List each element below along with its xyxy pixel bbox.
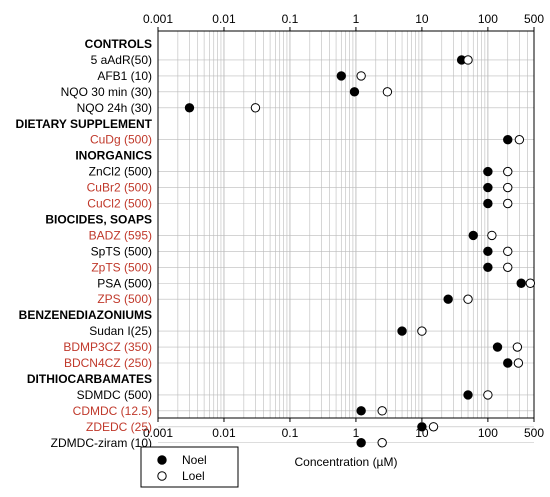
legend-noel-label: Noel — [182, 453, 207, 467]
loel-point — [417, 326, 427, 336]
row-label: ZpTS (500) — [91, 260, 152, 274]
row-label: CuDg (500) — [90, 133, 152, 147]
plot-frame — [157, 30, 535, 419]
row-label: BDCN4CZ (250) — [64, 356, 152, 370]
row-label: SDMDC (500) — [77, 388, 152, 402]
noel-point — [492, 342, 503, 352]
row-label: BADZ (595) — [89, 228, 152, 242]
legend-loel-marker — [157, 471, 167, 481]
noel-point — [349, 87, 360, 97]
legend-loel-label: Loel — [182, 469, 205, 483]
top-tick-label: 0.01 — [212, 12, 236, 26]
data-points — [184, 55, 536, 448]
loel-point — [503, 182, 513, 193]
noel-point — [356, 406, 366, 416]
noel-point — [483, 246, 493, 257]
legend: Noel Loel — [140, 446, 239, 488]
bottom-tick-label: 0.01 — [212, 426, 236, 440]
bottom-tick-label: 1 — [353, 426, 360, 440]
loel-point — [356, 71, 366, 81]
bottom-tick-label: 0.1 — [282, 426, 299, 440]
loel-point — [512, 342, 523, 352]
noel-point — [503, 358, 513, 368]
row-label: NQO 24h (30) — [77, 101, 152, 115]
bottom-tick-label: 500 — [524, 426, 544, 440]
row-label: ZPS (500) — [97, 292, 152, 306]
noel-point — [443, 294, 453, 304]
top-tick-label: 0.1 — [282, 12, 299, 26]
noel-point — [483, 198, 493, 209]
row-label: PSA (500) — [97, 276, 152, 290]
loel-point — [487, 230, 497, 241]
row-label: ZDEDC (25) — [86, 420, 152, 434]
noel-point — [468, 230, 478, 241]
noel-point — [356, 438, 366, 448]
legend-noel-marker — [157, 455, 167, 465]
top-tick-label: 10 — [415, 12, 429, 26]
noel-point — [336, 71, 346, 81]
noel-point — [397, 326, 407, 336]
row-label: ZDMDC-ziram (10) — [51, 436, 152, 450]
loel-point — [483, 390, 493, 400]
category-header: BENZENEDIAZONIUMS — [19, 308, 152, 322]
loel-point — [382, 87, 393, 97]
loel-point — [377, 438, 387, 448]
noel-point — [516, 278, 526, 288]
row-label: CDMDC (12.5) — [73, 404, 152, 418]
loel-point — [503, 246, 513, 257]
top-tick-label: 1 — [353, 12, 360, 26]
loel-point — [250, 103, 261, 113]
row-label: Sudan I(25) — [89, 324, 152, 338]
category-header: DITHIOCARBAMATES — [27, 372, 152, 386]
noel-point — [483, 182, 493, 193]
row-label: CuBr2 (500) — [87, 181, 152, 195]
loel-point — [503, 262, 513, 272]
category-header: INORGANICS — [75, 149, 152, 163]
noel-point — [483, 262, 493, 272]
loel-point — [525, 278, 536, 288]
noel-point — [417, 422, 427, 432]
bottom-tick-label: 100 — [478, 426, 498, 440]
row-label: SpTS (500) — [91, 244, 152, 258]
row-label: CuCl2 (500) — [87, 197, 152, 211]
noel-point — [503, 135, 513, 145]
noel-point — [184, 103, 195, 113]
row-label: BDMP3CZ (350) — [63, 340, 152, 354]
category-header: DIETARY SUPPLEMENT — [16, 117, 153, 131]
legend-box — [140, 446, 239, 488]
loel-point — [377, 406, 387, 416]
axis-ticks: 0.0010.0010.010.010.10.11110101001005005… — [143, 12, 544, 440]
category-header: CONTROLS — [85, 37, 152, 51]
loel-point — [463, 55, 473, 65]
grid — [157, 31, 535, 444]
bottom-tick-label: 0.001 — [143, 426, 173, 440]
top-tick-label: 100 — [478, 12, 498, 26]
top-tick-label: 0.001 — [143, 12, 173, 26]
loel-point — [463, 294, 473, 304]
top-tick-label: 500 — [524, 12, 544, 26]
x-axis-title: Concentration (µM) — [295, 455, 398, 469]
row-label: NQO 30 min (30) — [61, 85, 152, 99]
loel-point — [428, 422, 439, 432]
row-label: AFB1 (10) — [97, 69, 152, 83]
noel-point — [463, 390, 473, 400]
loel-point — [503, 198, 513, 209]
category-header: BIOCIDES, SOAPS — [45, 212, 152, 226]
loel-point — [503, 166, 513, 177]
loel-point — [513, 358, 524, 368]
loel-point — [514, 135, 525, 145]
noel-point — [483, 166, 493, 177]
row-label: 5 aAdR(50) — [91, 53, 152, 67]
row-labels: CONTROLS 5 aAdR(50) AFB1 (10) NQO 30 min (3… — [16, 37, 153, 450]
row-label: ZnCl2 (500) — [89, 165, 152, 179]
